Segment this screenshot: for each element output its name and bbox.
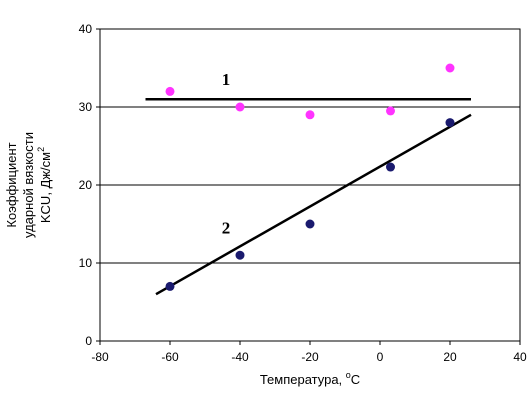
y-axis-ticks: 0 10 20 30 40 bbox=[79, 22, 100, 348]
y-axis-label-line1: Коэффициент bbox=[4, 142, 19, 227]
y-tick-label: 10 bbox=[79, 256, 93, 270]
x-tick-label: -40 bbox=[231, 350, 249, 364]
x-tick-label: 0 bbox=[377, 350, 384, 364]
trend-lines bbox=[145, 97, 472, 296]
x-tick-label: -80 bbox=[91, 350, 109, 364]
curve-label-1: 1 bbox=[222, 70, 231, 89]
y-tick-label: 20 bbox=[79, 178, 93, 192]
series-2-point bbox=[165, 281, 175, 291]
x-tick-label: -20 bbox=[301, 350, 319, 364]
y-tick-label: 30 bbox=[79, 100, 93, 114]
curve-label-2: 2 bbox=[222, 218, 231, 237]
series-2-point bbox=[235, 250, 245, 260]
series-1-point bbox=[386, 106, 395, 116]
series-2-point bbox=[305, 219, 315, 229]
series-2-point bbox=[386, 162, 395, 172]
series-1-point bbox=[165, 86, 175, 96]
grid-lines bbox=[100, 106, 520, 264]
y-axis-label-line3: KCU, Дж/см2 bbox=[36, 147, 53, 223]
trend-line-2 bbox=[155, 113, 472, 296]
x-tick-label: 20 bbox=[443, 350, 457, 364]
y-tick-label: 0 bbox=[85, 334, 92, 348]
annotations: 12 bbox=[222, 70, 231, 237]
x-axis-ticks: -80 -60 -40 -20 0 20 40 bbox=[91, 341, 527, 364]
y-axis-label-line2: ударной вязкости bbox=[21, 132, 36, 238]
y-axis-label: Коэффициент ударной вязкости KCU, Дж/см2 bbox=[4, 132, 53, 238]
data-points bbox=[165, 63, 455, 291]
x-axis-label: Температура, oC bbox=[260, 370, 360, 387]
series-1-point bbox=[235, 102, 245, 112]
x-tick-label: -60 bbox=[161, 350, 179, 364]
series-1-point bbox=[445, 63, 455, 73]
y-tick-label: 40 bbox=[79, 22, 93, 36]
series-2-point bbox=[445, 118, 455, 128]
x-tick-label: 40 bbox=[513, 350, 527, 364]
series-1-point bbox=[305, 110, 315, 120]
